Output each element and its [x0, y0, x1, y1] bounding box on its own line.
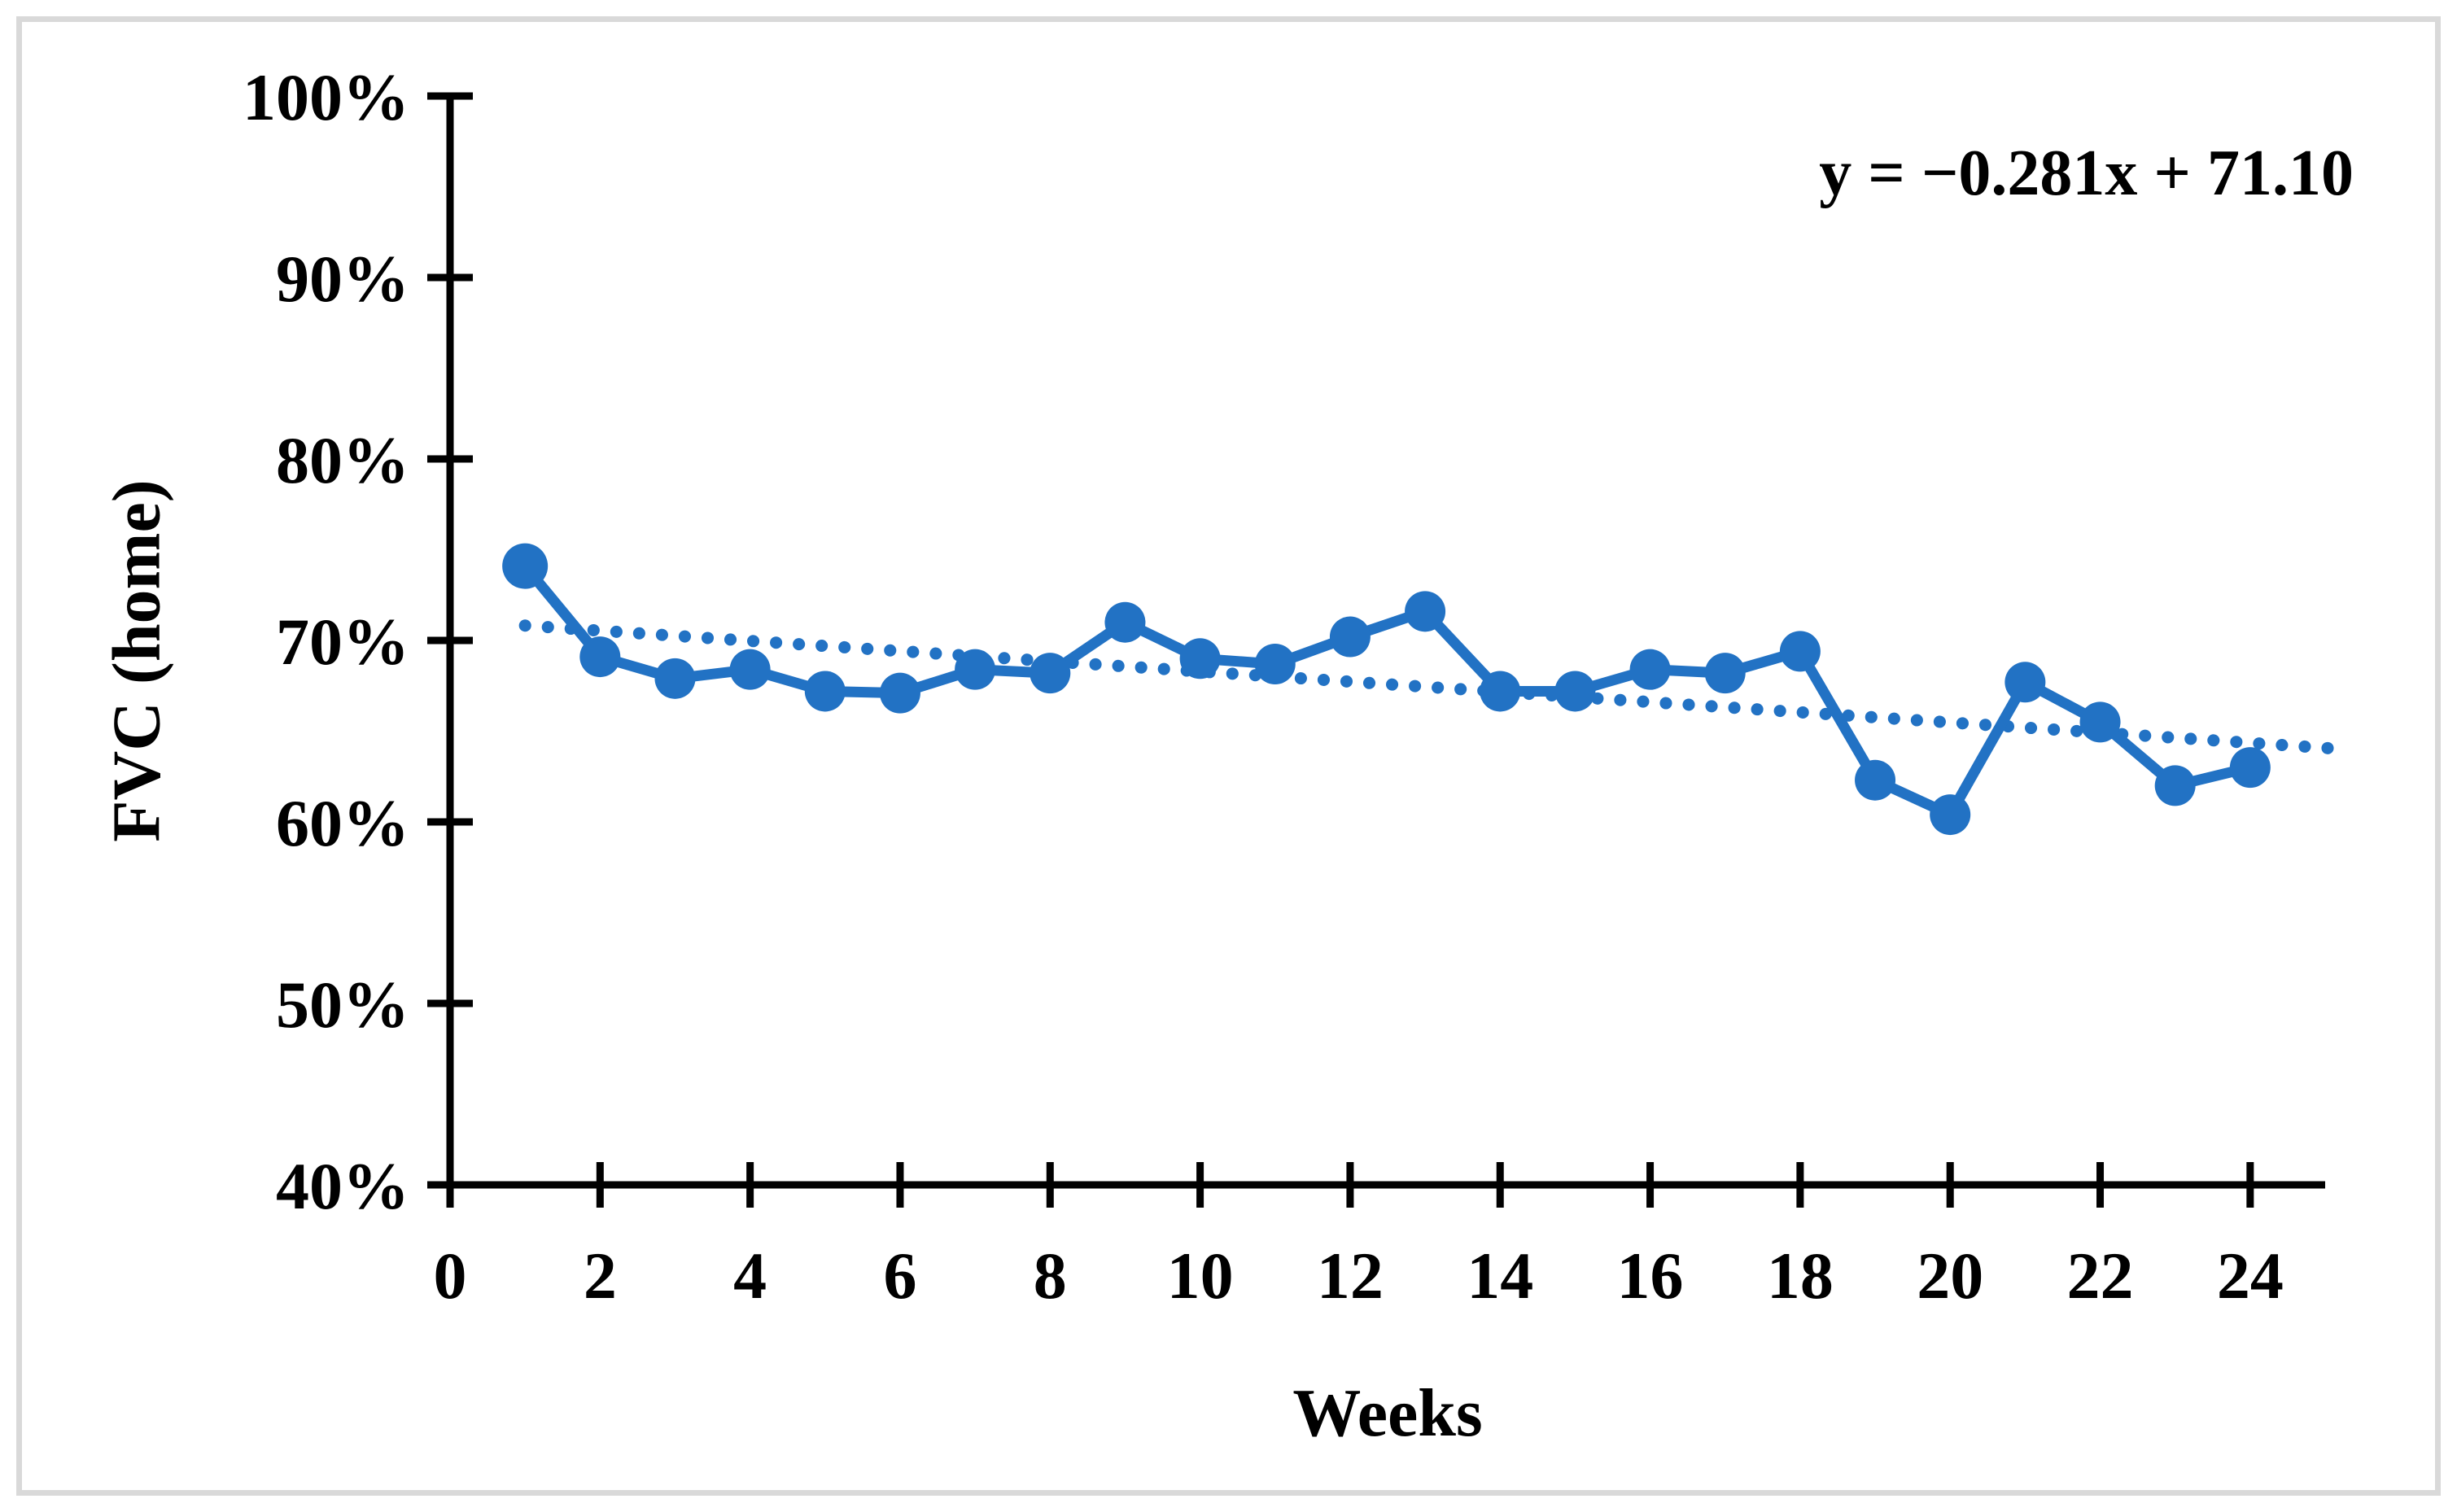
x-tick-label-10: 10 [1167, 1239, 1234, 1313]
trendline-dotted [518, 619, 2346, 755]
data-point-week-9 [1104, 601, 1146, 643]
x-tick-label-18: 18 [1767, 1239, 1834, 1313]
x-tick-label-0: 0 [434, 1239, 467, 1313]
data-point-week-14 [1480, 671, 1521, 712]
data-point-week-4 [729, 649, 771, 690]
data-point-week-18 [1779, 631, 1821, 672]
data-point-week-23 [2154, 765, 2196, 806]
x-tick-label-8: 8 [1034, 1239, 1067, 1313]
y-tick-label-70: 70% [276, 605, 409, 679]
x-tick-label-6: 6 [883, 1239, 916, 1313]
data-point-week-17 [1704, 653, 1746, 694]
y-tick-label-50: 50% [276, 968, 409, 1042]
y-tick-label-40: 40% [276, 1149, 409, 1223]
y-tick-label-100: 100% [243, 60, 409, 134]
x-axis-title: Weeks [1292, 1375, 1483, 1451]
data-point-week-20 [1930, 794, 1971, 836]
x-tick-label-2: 2 [584, 1239, 617, 1313]
data-point-week-19 [1855, 759, 1896, 801]
data-point-week-10 [1179, 638, 1221, 680]
data-point-week-7 [955, 649, 996, 690]
data-point-week-6 [879, 672, 920, 714]
y-tick-label-90: 90% [276, 242, 409, 316]
y-tick-label-60: 60% [276, 786, 409, 860]
x-tick-label-22: 22 [2067, 1239, 2134, 1313]
x-tick-label-20: 20 [1917, 1239, 1983, 1313]
data-point-week-12 [1329, 616, 1371, 658]
data-point-week-24 [2229, 747, 2271, 789]
x-tick-label-4: 4 [733, 1239, 767, 1313]
y-axis-title: FVC (home) [98, 479, 175, 842]
data-point-week-16 [1629, 649, 1671, 690]
data-point-week-22 [2079, 701, 2121, 743]
data-point-week-5 [804, 671, 846, 712]
x-tick-label-12: 12 [1317, 1239, 1384, 1313]
series-line [521, 562, 2252, 820]
data-point-week-11 [1254, 643, 1296, 684]
data-point-week-8 [1030, 653, 1071, 694]
data-point-week-1 [502, 543, 549, 589]
data-point-week-2 [579, 636, 621, 678]
data-point-week-13 [1405, 591, 1446, 632]
x-tick-label-16: 16 [1617, 1239, 1684, 1313]
x-tick-label-14: 14 [1467, 1239, 1533, 1313]
trendline-equation: y = −0.281x + 71.10 [1819, 138, 2354, 209]
y-tick-label-80: 80% [276, 423, 409, 497]
data-point-week-15 [1554, 671, 1596, 712]
data-point-week-3 [654, 658, 696, 699]
x-tick-label-24: 24 [2217, 1239, 2284, 1313]
data-point-week-21 [2005, 662, 2046, 703]
